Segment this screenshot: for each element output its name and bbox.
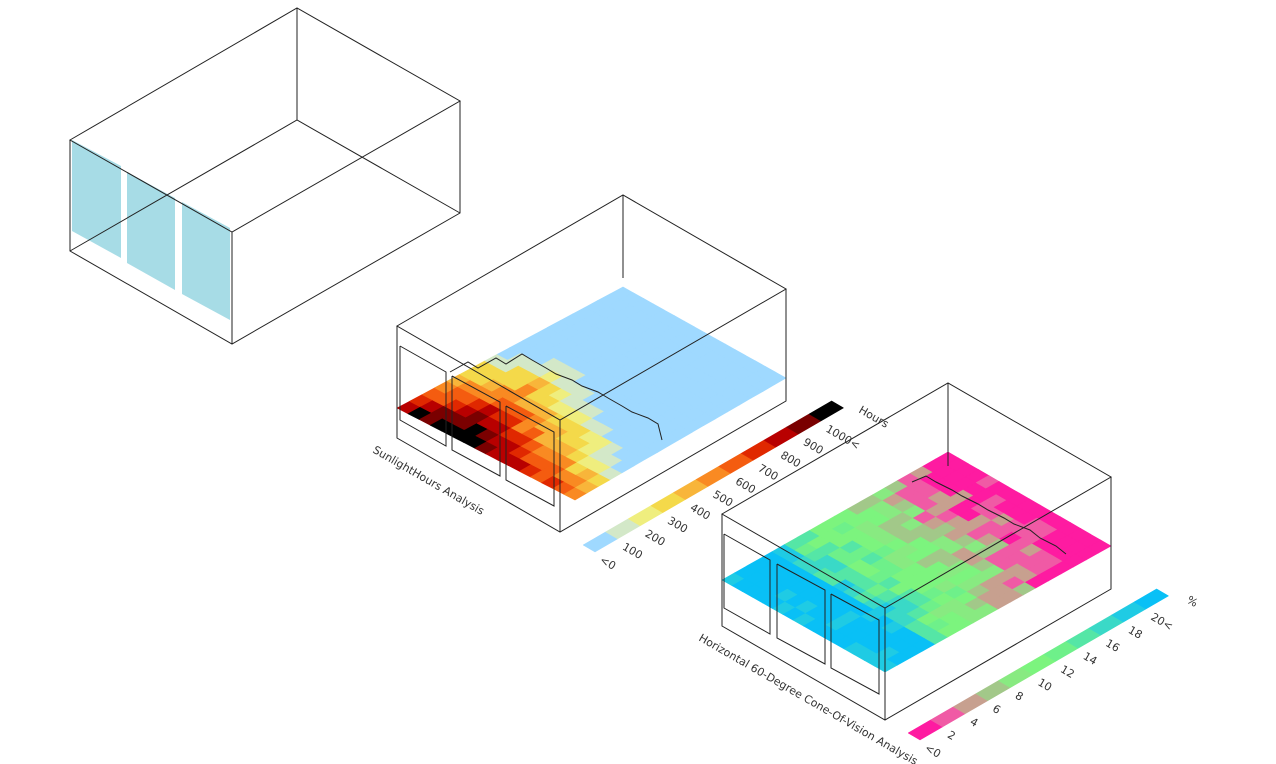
sunlight-legend-tick-label: 900 — [801, 435, 826, 457]
cone-room-wireframe — [721, 382, 1112, 721]
sunlight-legend-tick-label: 500 — [711, 488, 736, 510]
sunlight-legend-tick-label: <0 — [598, 553, 619, 572]
cone-window-frame-2 — [776, 563, 826, 665]
cone-heatmap-floor — [721, 451, 1112, 673]
sunlight-legend-tick-label: 1000< — [824, 422, 863, 452]
cone-legend-tick-label: 12 — [1058, 663, 1077, 681]
cone-window-frame-1 — [723, 533, 771, 635]
cone-legend-tick-label: 16 — [1103, 637, 1122, 655]
sunlight-legend-tick-label: 800 — [778, 449, 803, 471]
cone-legend-tick-label: 14 — [1081, 650, 1100, 668]
sunlight-legend-tick-label: 400 — [688, 501, 713, 523]
sunlight-legend-swatch — [808, 400, 845, 422]
room-windows — [72, 140, 230, 320]
sunlight-legend-tick-label: 300 — [665, 514, 690, 536]
cone-legend-tick-label: 8 — [1013, 689, 1026, 704]
base-room-model — [68, 7, 462, 345]
window-pane-1 — [72, 140, 121, 258]
sunlight-legend-tick-label: 700 — [756, 462, 781, 484]
cone-legend-swatch — [1133, 588, 1170, 610]
room-wireframe — [68, 7, 462, 345]
sunlight-window-frame-1 — [399, 345, 447, 447]
sunlight-analysis-label: SunlightHours Analysis — [371, 443, 487, 518]
sunlight-legend-tick-label: 100 — [620, 540, 645, 562]
sunlight-hours-diagram: SunlightHours Analysis <0100200300400500… — [371, 194, 892, 573]
sunlight-legend-tick-label: 600 — [733, 475, 758, 497]
sunlight-window-frame-2 — [451, 375, 501, 477]
cone-legend-tick-label: 18 — [1126, 623, 1145, 641]
cone-legend-tick-label: <0 — [923, 741, 944, 760]
sunlight-legend-unit: Hours — [857, 403, 892, 431]
sunlight-window-frame-3 — [505, 405, 555, 507]
sunlight-threshold-contour — [449, 353, 663, 441]
cone-threshold-contour — [911, 475, 1067, 555]
window-pane-3 — [182, 202, 230, 320]
cone-legend-unit: % — [1185, 593, 1201, 609]
cone-legend-tick-label: 4 — [968, 715, 981, 730]
cone-legend-tick-label: 20< — [1149, 610, 1176, 633]
sunlight-legend-tick-label: 200 — [643, 527, 668, 549]
cone-legend-tick-label: 6 — [990, 702, 1003, 717]
window-pane-2 — [127, 172, 175, 290]
cone-window-frame-3 — [830, 593, 880, 695]
sunlight-room-wireframe — [396, 194, 787, 533]
sunlight-heatmap-floor — [396, 286, 787, 501]
cone-legend-tick-label: 10 — [1036, 676, 1055, 694]
cone-legend-tick-label: 2 — [945, 728, 958, 743]
